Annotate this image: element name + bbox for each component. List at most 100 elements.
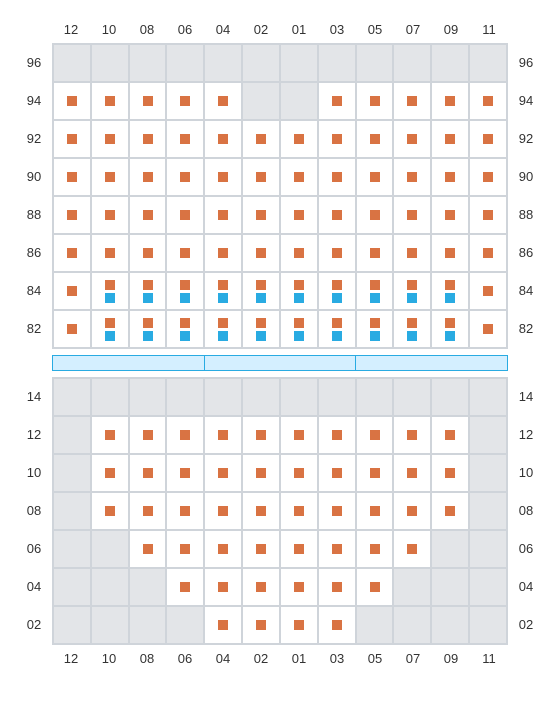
seat-cell[interactable]: [166, 272, 204, 310]
seat-cell[interactable]: [129, 492, 167, 530]
seat-cell[interactable]: [393, 44, 431, 82]
seat-cell[interactable]: [431, 606, 469, 644]
seat-cell[interactable]: [318, 378, 356, 416]
seat-cell[interactable]: [53, 492, 91, 530]
seat-cell[interactable]: [280, 120, 318, 158]
seat-cell[interactable]: [280, 82, 318, 120]
seat-cell[interactable]: [129, 158, 167, 196]
seat-cell[interactable]: [431, 416, 469, 454]
seat-cell[interactable]: [204, 310, 242, 348]
seat-cell[interactable]: [204, 416, 242, 454]
seat-cell[interactable]: [129, 378, 167, 416]
seat-cell[interactable]: [318, 492, 356, 530]
seat-cell[interactable]: [242, 120, 280, 158]
seat-cell[interactable]: [280, 158, 318, 196]
seat-cell[interactable]: [280, 44, 318, 82]
seat-cell[interactable]: [53, 234, 91, 272]
seat-cell[interactable]: [242, 454, 280, 492]
seat-cell[interactable]: [393, 272, 431, 310]
seat-cell[interactable]: [469, 606, 507, 644]
seat-cell[interactable]: [53, 416, 91, 454]
seat-cell[interactable]: [431, 82, 469, 120]
seat-cell[interactable]: [318, 196, 356, 234]
seat-cell[interactable]: [280, 530, 318, 568]
seat-cell[interactable]: [280, 310, 318, 348]
seat-cell[interactable]: [318, 530, 356, 568]
seat-cell[interactable]: [91, 120, 129, 158]
seat-cell[interactable]: [469, 158, 507, 196]
seat-cell[interactable]: [393, 158, 431, 196]
seat-cell[interactable]: [204, 120, 242, 158]
seat-cell[interactable]: [318, 44, 356, 82]
seat-cell[interactable]: [469, 234, 507, 272]
seat-cell[interactable]: [356, 158, 394, 196]
seat-cell[interactable]: [393, 378, 431, 416]
seat-cell[interactable]: [318, 272, 356, 310]
seat-cell[interactable]: [356, 82, 394, 120]
seat-cell[interactable]: [242, 82, 280, 120]
seat-cell[interactable]: [166, 606, 204, 644]
seat-cell[interactable]: [166, 158, 204, 196]
seat-cell[interactable]: [318, 568, 356, 606]
seat-cell[interactable]: [393, 82, 431, 120]
seat-cell[interactable]: [280, 272, 318, 310]
seat-cell[interactable]: [129, 530, 167, 568]
seat-cell[interactable]: [242, 158, 280, 196]
seat-cell[interactable]: [53, 82, 91, 120]
seat-cell[interactable]: [53, 378, 91, 416]
seat-cell[interactable]: [91, 310, 129, 348]
table[interactable]: [53, 356, 205, 370]
seat-cell[interactable]: [393, 120, 431, 158]
seat-cell[interactable]: [469, 120, 507, 158]
seat-cell[interactable]: [469, 378, 507, 416]
seat-cell[interactable]: [242, 606, 280, 644]
seat-cell[interactable]: [166, 416, 204, 454]
seat-cell[interactable]: [242, 492, 280, 530]
seat-cell[interactable]: [318, 606, 356, 644]
seat-cell[interactable]: [431, 158, 469, 196]
seat-cell[interactable]: [469, 568, 507, 606]
seat-cell[interactable]: [356, 44, 394, 82]
seat-cell[interactable]: [53, 44, 91, 82]
seat-cell[interactable]: [431, 454, 469, 492]
seat-cell[interactable]: [129, 454, 167, 492]
seat-cell[interactable]: [280, 454, 318, 492]
seat-cell[interactable]: [53, 606, 91, 644]
seat-cell[interactable]: [53, 454, 91, 492]
seat-cell[interactable]: [129, 272, 167, 310]
seat-cell[interactable]: [91, 606, 129, 644]
seat-cell[interactable]: [129, 310, 167, 348]
seat-cell[interactable]: [393, 234, 431, 272]
seat-cell[interactable]: [356, 492, 394, 530]
seat-cell[interactable]: [91, 530, 129, 568]
seat-cell[interactable]: [129, 606, 167, 644]
seat-cell[interactable]: [318, 158, 356, 196]
seat-cell[interactable]: [242, 416, 280, 454]
seat-cell[interactable]: [393, 568, 431, 606]
seat-cell[interactable]: [280, 492, 318, 530]
seat-cell[interactable]: [469, 530, 507, 568]
seat-cell[interactable]: [318, 82, 356, 120]
seat-cell[interactable]: [431, 120, 469, 158]
seat-cell[interactable]: [129, 416, 167, 454]
seat-cell[interactable]: [431, 492, 469, 530]
seat-cell[interactable]: [204, 568, 242, 606]
table[interactable]: [205, 356, 357, 370]
seat-cell[interactable]: [204, 492, 242, 530]
seat-cell[interactable]: [356, 234, 394, 272]
seat-cell[interactable]: [280, 568, 318, 606]
seat-cell[interactable]: [242, 310, 280, 348]
seat-cell[interactable]: [166, 378, 204, 416]
seat-cell[interactable]: [53, 530, 91, 568]
seat-cell[interactable]: [53, 158, 91, 196]
seat-cell[interactable]: [469, 310, 507, 348]
seat-cell[interactable]: [166, 310, 204, 348]
seat-cell[interactable]: [469, 416, 507, 454]
seat-cell[interactable]: [166, 234, 204, 272]
seat-cell[interactable]: [356, 454, 394, 492]
seat-cell[interactable]: [469, 196, 507, 234]
seat-cell[interactable]: [431, 530, 469, 568]
seat-cell[interactable]: [280, 378, 318, 416]
seat-cell[interactable]: [469, 44, 507, 82]
seat-cell[interactable]: [204, 378, 242, 416]
